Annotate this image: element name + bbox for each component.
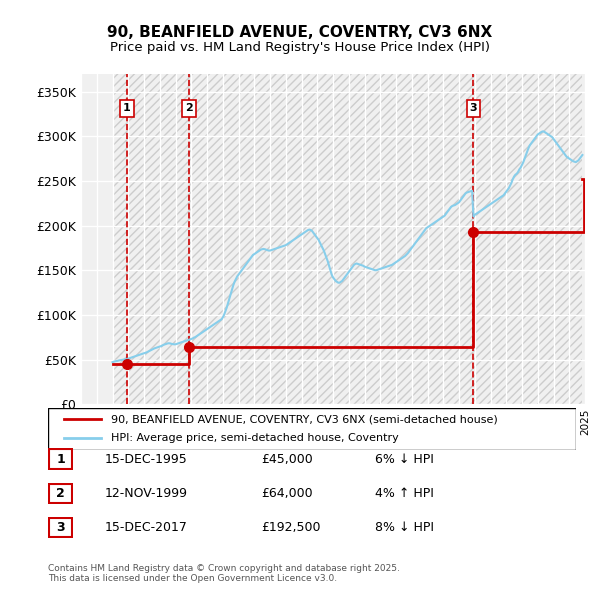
Text: 15-DEC-1995: 15-DEC-1995 xyxy=(105,453,188,466)
Text: 90, BEANFIELD AVENUE, COVENTRY, CV3 6NX: 90, BEANFIELD AVENUE, COVENTRY, CV3 6NX xyxy=(107,25,493,40)
Text: £45,000: £45,000 xyxy=(261,453,313,466)
Text: 3: 3 xyxy=(470,103,477,113)
Text: 6% ↓ HPI: 6% ↓ HPI xyxy=(375,453,434,466)
Text: Price paid vs. HM Land Registry's House Price Index (HPI): Price paid vs. HM Land Registry's House … xyxy=(110,41,490,54)
FancyBboxPatch shape xyxy=(48,408,576,450)
Text: £192,500: £192,500 xyxy=(261,521,320,534)
Text: 8% ↓ HPI: 8% ↓ HPI xyxy=(375,521,434,534)
Text: Contains HM Land Registry data © Crown copyright and database right 2025.
This d: Contains HM Land Registry data © Crown c… xyxy=(48,563,400,583)
Text: 12-NOV-1999: 12-NOV-1999 xyxy=(105,487,188,500)
Text: 90, BEANFIELD AVENUE, COVENTRY, CV3 6NX (semi-detached house): 90, BEANFIELD AVENUE, COVENTRY, CV3 6NX … xyxy=(112,414,498,424)
FancyBboxPatch shape xyxy=(49,450,72,468)
Text: £64,000: £64,000 xyxy=(261,487,313,500)
Text: HPI: Average price, semi-detached house, Coventry: HPI: Average price, semi-detached house,… xyxy=(112,434,399,444)
Text: 2: 2 xyxy=(56,487,65,500)
Text: 2: 2 xyxy=(185,103,193,113)
Text: 15-DEC-2017: 15-DEC-2017 xyxy=(105,521,188,534)
Text: 1: 1 xyxy=(123,103,131,113)
Text: 3: 3 xyxy=(56,521,65,534)
Text: 4% ↑ HPI: 4% ↑ HPI xyxy=(375,487,434,500)
FancyBboxPatch shape xyxy=(49,518,72,537)
FancyBboxPatch shape xyxy=(49,484,72,503)
Text: 1: 1 xyxy=(56,453,65,466)
